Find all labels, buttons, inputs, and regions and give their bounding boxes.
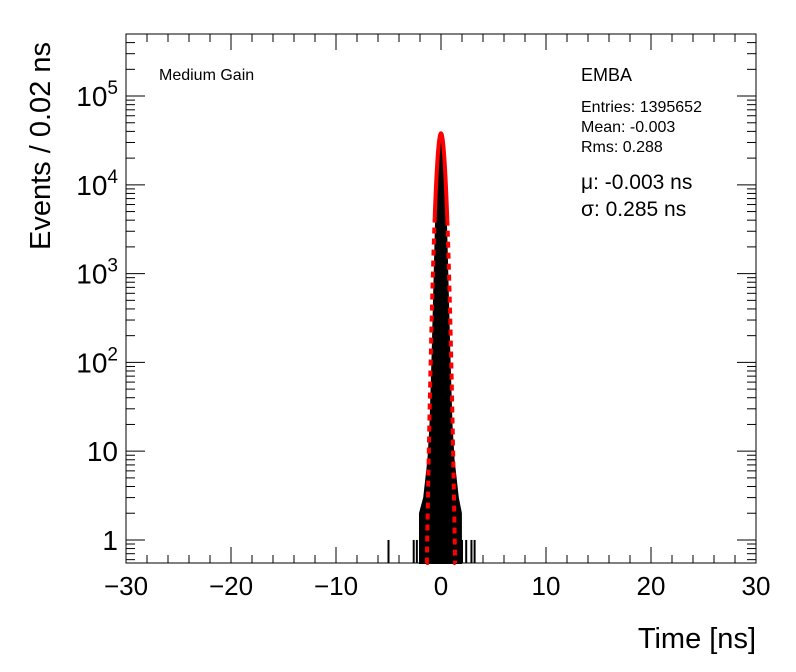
y-tick-label: 10 [87,436,118,467]
x-axis-label: Time [ns] [638,623,756,655]
y-tick-label: 1 [102,525,118,556]
data-marks [387,131,476,565]
partition-label: EMBA [581,65,632,85]
stats-mean: Mean: -0.003 [581,119,675,136]
fit-curve [432,131,450,220]
x-tick-label: 10 [532,571,561,601]
x-tick-label: 0 [434,571,448,601]
x-tick-label: −20 [209,571,253,601]
x-axis-ticks: −30 −20 −10 0 10 20 30 [104,34,771,601]
fit-sigma: σ: 0.285 ns [581,198,686,221]
y-tick-label: 105 [76,78,118,112]
y-axis-ticks: 1 10 102 103 104 105 [76,33,756,561]
x-tick-label: −10 [314,571,358,601]
stats-rms: Rms: 0.288 [581,139,663,156]
x-tick-label: −30 [104,571,148,601]
y-tick-label: 103 [76,256,118,290]
y-tick-label: 102 [76,344,118,378]
y-tick-label: 104 [76,167,118,201]
y-axis-label: Events / 0.02 ns [25,42,57,250]
x-tick-label: 30 [742,571,771,601]
gain-label: Medium Gain [159,67,254,84]
fit-mu: μ: -0.003 ns [581,171,692,194]
stats-entries: Entries: 1395652 [581,99,702,116]
x-tick-label: 20 [637,571,666,601]
